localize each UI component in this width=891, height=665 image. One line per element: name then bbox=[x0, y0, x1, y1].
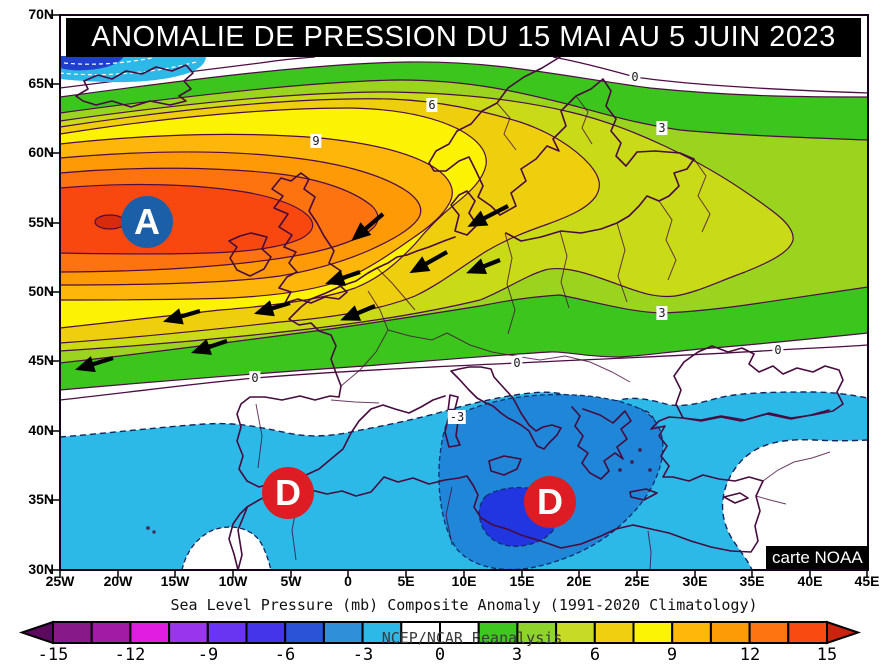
axis-ticks bbox=[50, 14, 868, 578]
colorbar-box bbox=[52, 621, 93, 644]
lat-label-40n: 40N bbox=[28, 422, 54, 438]
caption: Sea Level Pressure (mb) Composite Anomal… bbox=[170, 596, 758, 614]
lon-label-25w: 25W bbox=[45, 573, 75, 589]
lon-label-45e: 45E bbox=[854, 573, 880, 589]
high-center-letter: A bbox=[134, 201, 160, 242]
lat-label-50n: 50N bbox=[28, 283, 54, 299]
lon-label-30e: 30E bbox=[682, 573, 708, 589]
colorbar-tick: 15 bbox=[816, 645, 838, 665]
lat-label-65n: 65N bbox=[28, 75, 54, 91]
lon-label-5w: 5W bbox=[280, 573, 302, 589]
contour-label: 0 bbox=[511, 356, 523, 370]
contour-label: -3 bbox=[447, 410, 467, 424]
colorbar-tick: 6 bbox=[589, 645, 601, 665]
colorbar-box bbox=[593, 621, 635, 644]
colorbar-box bbox=[168, 621, 209, 644]
low-center-marker: D bbox=[262, 467, 314, 519]
colorbar-box bbox=[748, 621, 790, 644]
colorbar-box bbox=[90, 621, 132, 644]
colorbar-box bbox=[322, 621, 364, 644]
country-borders bbox=[146, 95, 831, 570]
contour-label: 0 bbox=[249, 371, 261, 385]
contour-label: 3 bbox=[656, 306, 668, 320]
contour-label: 6 bbox=[426, 98, 438, 112]
lon-label-10w: 10W bbox=[218, 573, 248, 589]
colorbar-left-arrow bbox=[18, 620, 54, 645]
map-title-banner: ANOMALIE DE PRESSION DU 15 MAI AU 5 JUIN… bbox=[66, 18, 861, 57]
high-center-marker: A bbox=[121, 196, 173, 248]
colorbar-box bbox=[787, 621, 828, 644]
contour-label: 0 bbox=[772, 343, 784, 357]
positive-anomaly-bands bbox=[60, 61, 868, 391]
colorbar-tick: -3 bbox=[352, 645, 374, 665]
reanalysis-note: NCEP/NCAR Reanalysis bbox=[381, 629, 563, 647]
lon-label-20e: 20E bbox=[566, 573, 592, 589]
lon-label-40e: 40E bbox=[797, 573, 823, 589]
colorbar-tick: -6 bbox=[274, 645, 296, 665]
lon-label-10e: 10E bbox=[451, 573, 477, 589]
lat-label-55n: 55N bbox=[28, 214, 54, 230]
lat-label-35n: 35N bbox=[28, 491, 54, 507]
easterly-flow-arrows bbox=[74, 204, 509, 373]
colorbar-box bbox=[671, 621, 712, 644]
lon-label-15e: 15E bbox=[509, 573, 535, 589]
contour-label: 3 bbox=[656, 121, 668, 135]
colorbar-tick: -9 bbox=[197, 645, 219, 665]
lon-label-0: 0 bbox=[344, 573, 352, 589]
contour-label: 9 bbox=[310, 134, 322, 148]
colorbar-tick: 9 bbox=[666, 645, 678, 665]
colorbar-box bbox=[632, 621, 674, 644]
colorbar-right-arrow bbox=[826, 620, 862, 645]
colorbar bbox=[18, 620, 862, 645]
colorbar-box bbox=[206, 621, 248, 644]
low-center-letter: D bbox=[275, 472, 301, 513]
lat-label-60n: 60N bbox=[28, 144, 54, 160]
colorbar-tick: -15 bbox=[37, 645, 69, 665]
lat-label-70n: 70N bbox=[28, 6, 54, 22]
lon-label-20w: 20W bbox=[103, 573, 133, 589]
lon-label-35e: 35E bbox=[739, 573, 765, 589]
lon-label-25e: 25E bbox=[624, 573, 650, 589]
colorbar-box bbox=[129, 621, 171, 644]
colorbar-tick: 3 bbox=[511, 645, 523, 665]
lon-label-15w: 15W bbox=[160, 573, 190, 589]
colorbar-tick: 12 bbox=[739, 645, 761, 665]
colorbar-box bbox=[709, 621, 751, 644]
colorbar-tick: 0 bbox=[434, 645, 446, 665]
lat-label-30n: 30N bbox=[28, 561, 54, 577]
lat-label-45n: 45N bbox=[28, 352, 54, 368]
map-title: ANOMALIE DE PRESSION DU 15 MAI AU 5 JUIN… bbox=[91, 21, 836, 53]
colorbar-box bbox=[245, 621, 287, 644]
low-center-letter: D bbox=[537, 481, 563, 522]
contour-label: 0 bbox=[629, 70, 641, 84]
low-center-marker: D bbox=[524, 476, 576, 528]
colorbar-box bbox=[284, 621, 325, 644]
credit-badge: carte NOAA bbox=[766, 546, 869, 569]
colorbar-tick: -12 bbox=[114, 645, 146, 665]
lon-label-5e: 5E bbox=[397, 573, 415, 589]
